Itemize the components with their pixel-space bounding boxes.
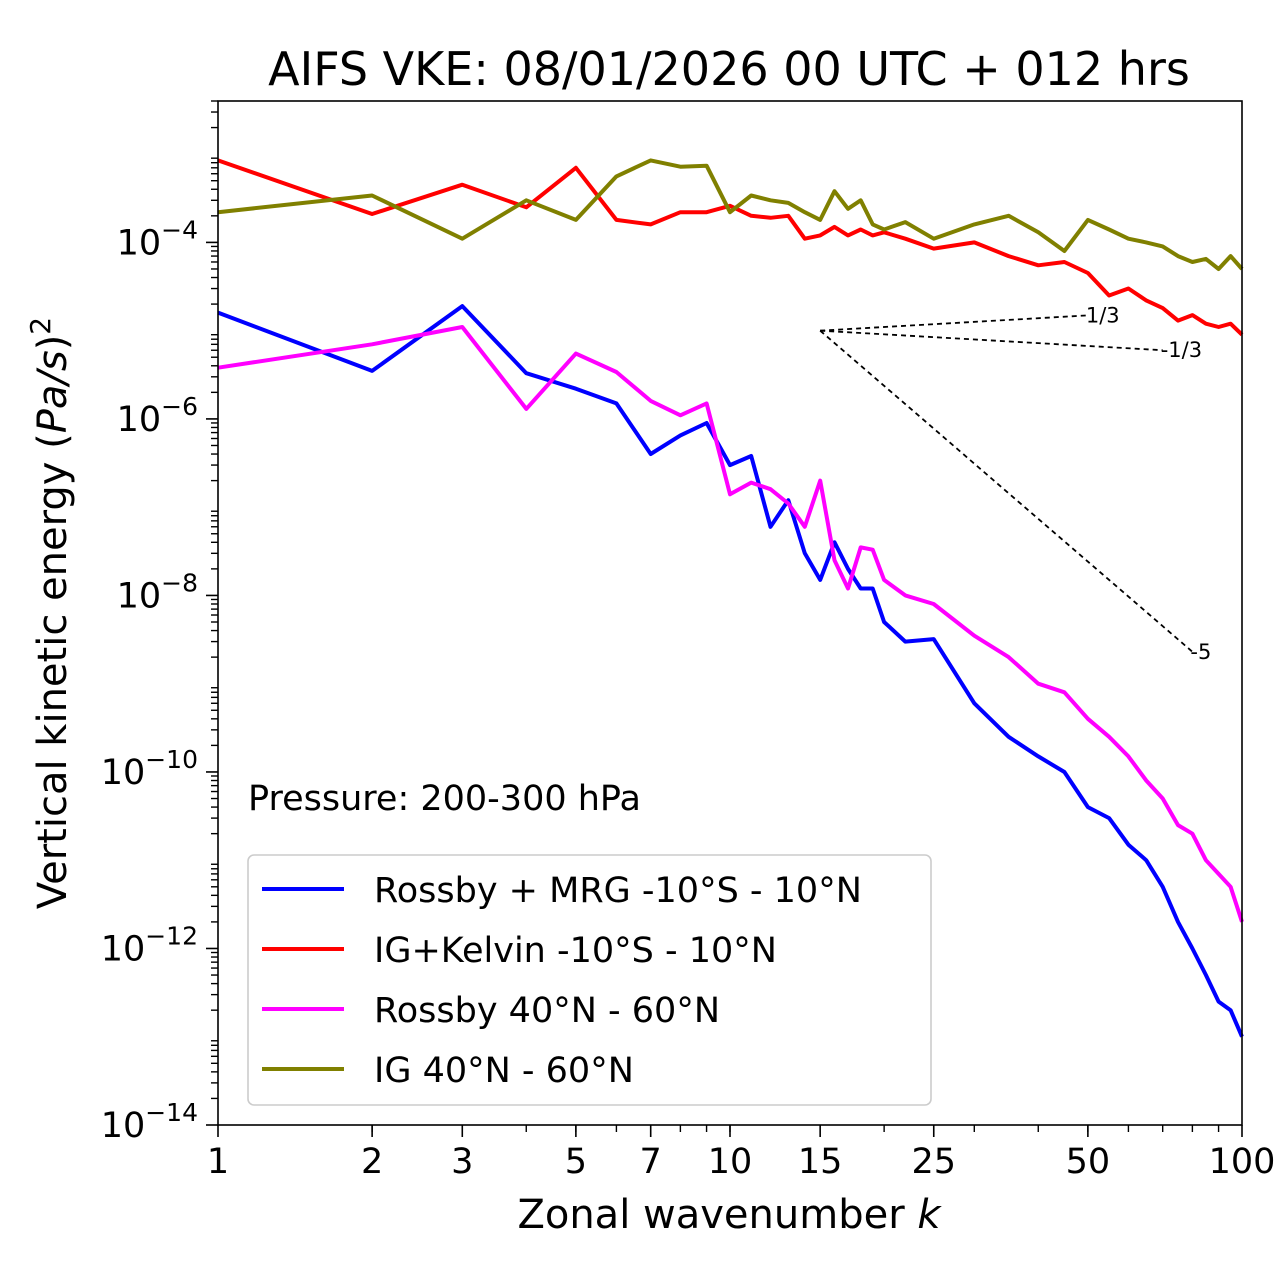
y-tick-label: 10−8	[117, 568, 198, 616]
reference-lines: 1/3 -1/3 -5	[819, 303, 1211, 664]
legend-box	[247, 854, 932, 1106]
y-tick-label: 10−10	[101, 745, 198, 793]
chart-title: AIFS VKE: 08/01/2026 00 UTC + 012 hrs	[268, 42, 1190, 96]
x-tick-label: 100	[1209, 1142, 1276, 1182]
series-layer	[217, 158, 1244, 1038]
reference-line-label-2: -1/3	[1161, 338, 1202, 362]
y-axis-label: Vertical kinetic energy (Pa/s)2	[24, 317, 76, 909]
legend-label-2: IG+Kelvin -10°S - 10°N	[374, 931, 777, 971]
x-tick-label: 50	[1066, 1142, 1111, 1182]
x-tick-label: 25	[911, 1142, 956, 1182]
series-line-1	[217, 304, 1244, 1038]
y-tick-label: 10−4	[117, 215, 198, 263]
x-tick-label: 7	[640, 1142, 662, 1182]
x-tick-label: 1	[207, 1142, 229, 1182]
y-tick-label: 10−14	[101, 1098, 198, 1146]
pressure-annotation: Pressure: 200-300 hPa	[248, 779, 641, 819]
legend-label-4: IG 40°N - 60°N	[374, 1051, 634, 1091]
x-axis: 1 2 3 5 7 10 15 25 50 100	[207, 1125, 1276, 1182]
x-tick-label: 2	[361, 1142, 383, 1182]
x-tick-label: 15	[798, 1142, 843, 1182]
reference-line-1	[820, 314, 1088, 332]
series-line-3	[217, 325, 1244, 923]
reference-line-label-1: 1/3	[1086, 303, 1120, 327]
y-tick-label: 10−6	[117, 392, 198, 440]
y-tick-label: 10−12	[101, 921, 198, 969]
x-tick-label: 5	[565, 1142, 587, 1182]
x-axis-label: Zonal wavenumber k	[517, 1192, 942, 1238]
plot-area: 1/3 -1/3 -5	[217, 100, 1244, 1126]
legend-label-1: Rossby + MRG -10°S - 10°N	[374, 871, 862, 911]
legend: Rossby + MRG -10°S - 10°N IG+Kelvin -10°S…	[247, 854, 932, 1106]
x-tick-label: 3	[451, 1142, 473, 1182]
reference-line-label-3: -5	[1190, 640, 1211, 664]
legend-label-3: Rossby 40°N - 60°N	[374, 991, 720, 1031]
reference-line-3	[819, 329, 1193, 653]
reference-line-2	[820, 329, 1163, 352]
series-line-4	[217, 158, 1244, 271]
x-tick-label: 10	[708, 1142, 753, 1182]
y-axis: 10−14 10−12 10−10 10−8 10−6 10−4	[101, 100, 218, 1146]
series-line-2	[217, 158, 1244, 337]
